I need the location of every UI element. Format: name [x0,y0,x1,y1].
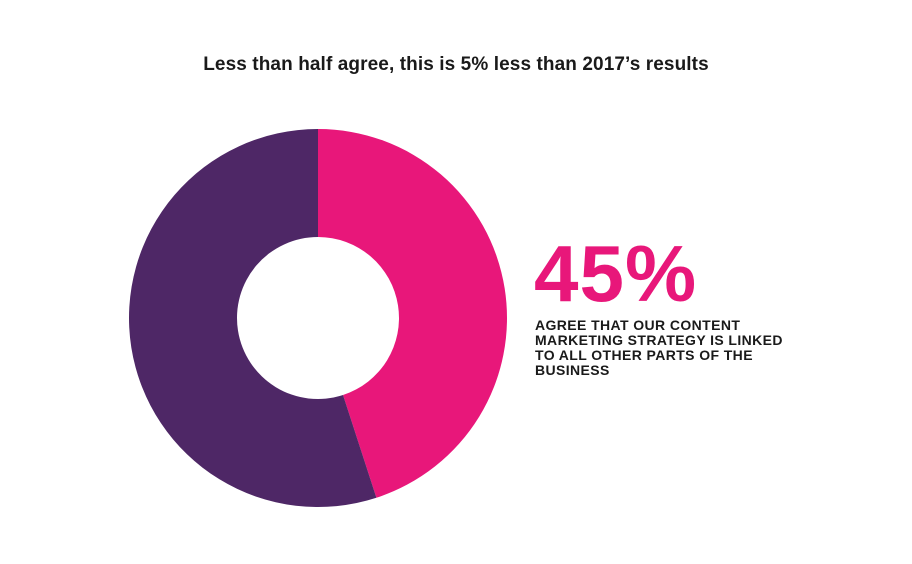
percent-value: 45% [534,229,698,318]
donut-slice-0 [318,129,507,498]
percent-description: AGREE THAT OUR CONTENT MARKETING STRATEG… [535,317,783,378]
donut-slices [128,129,507,508]
chart-title: Less than half agree, this is 5% less th… [203,54,709,75]
donut-slice-1 [128,129,377,508]
